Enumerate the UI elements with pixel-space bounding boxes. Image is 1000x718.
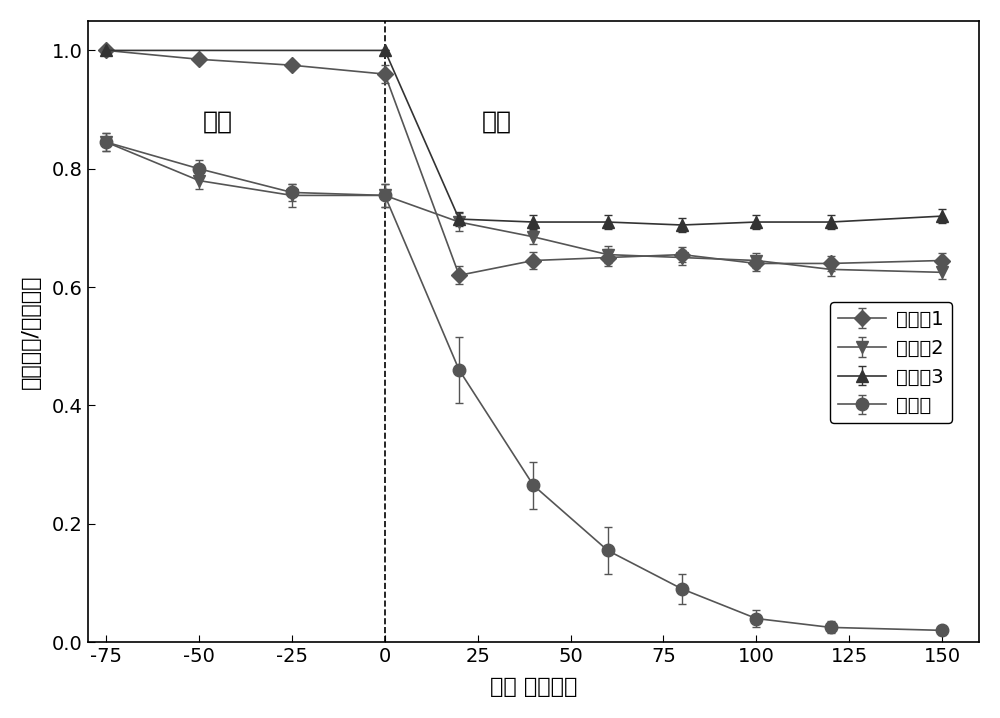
- X-axis label: 时间 （分钟）: 时间 （分钟）: [490, 677, 577, 697]
- Text: 降解: 降解: [481, 109, 511, 134]
- Legend: 对照组1, 对照组2, 对照组3, 实验组: 对照组1, 对照组2, 对照组3, 实验组: [830, 302, 952, 423]
- Text: 吸附: 吸附: [203, 109, 233, 134]
- Y-axis label: 苯胺浓度/初始浓度: 苯胺浓度/初始浓度: [21, 274, 41, 388]
